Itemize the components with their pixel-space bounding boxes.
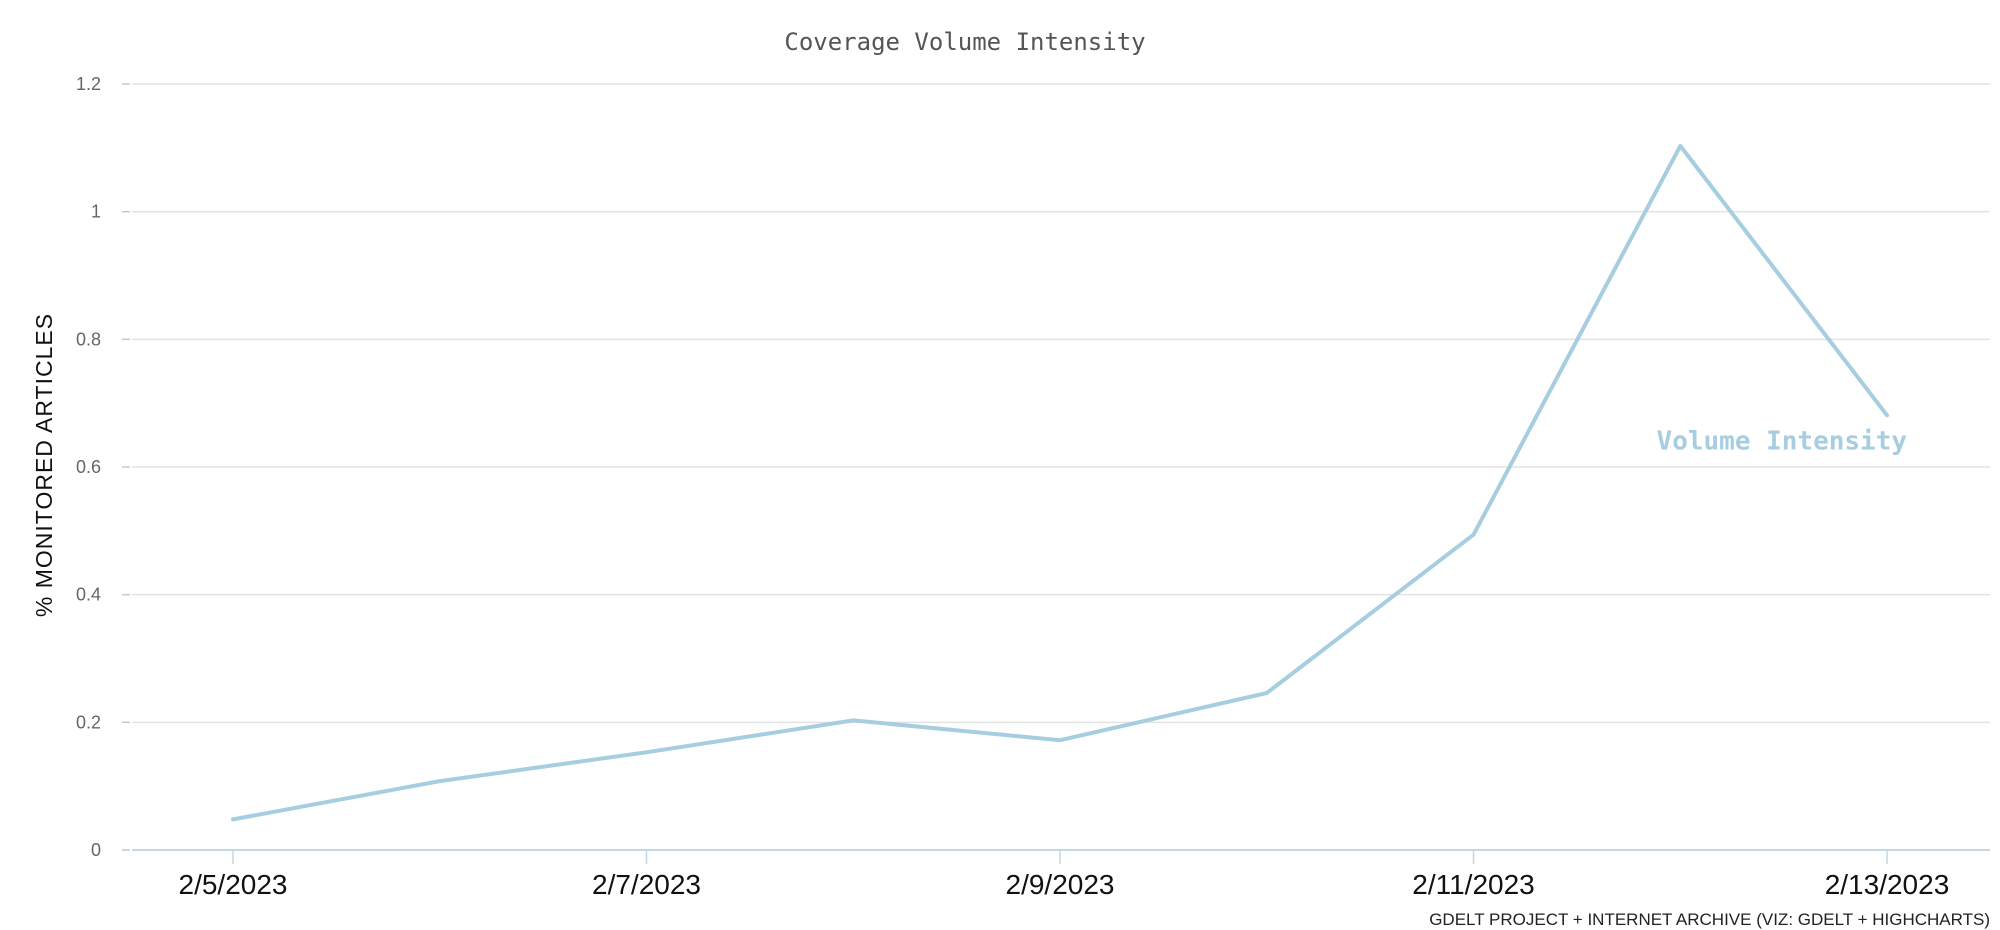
series-layer: Volume Intensity	[224, 137, 1907, 828]
y-axis-label: % MONITORED ARTICLES	[31, 313, 57, 617]
y-tick-label: 0.6	[76, 457, 101, 477]
y-tick-label: 0.2	[76, 712, 101, 732]
y-tick-label: 0.4	[76, 585, 101, 605]
x-tick-label: 2/13/2023	[1825, 869, 1950, 900]
data-point[interactable]	[1671, 137, 1689, 155]
x-tick-label: 2/7/2023	[592, 869, 701, 900]
gridlines	[132, 83, 1990, 724]
y-tick-label: 0.8	[76, 329, 101, 349]
y-tick-label: 1	[91, 202, 101, 222]
data-point[interactable]	[1258, 684, 1276, 702]
data-point[interactable]	[224, 810, 242, 828]
data-point[interactable]	[1051, 731, 1069, 749]
y-tick-label: 0	[91, 840, 101, 860]
data-point[interactable]	[431, 772, 449, 790]
x-tick-label: 2/5/2023	[179, 869, 288, 900]
series-line[interactable]	[231, 143, 1889, 822]
x-tick-label: 2/11/2023	[1412, 869, 1535, 900]
y-axis: 0 0.2 0.4 0.6 0.8 1 1.2	[76, 74, 130, 860]
data-point[interactable]	[1878, 406, 1896, 424]
data-point[interactable]	[1465, 526, 1483, 544]
chart-credits[interactable]: GDELT PROJECT + INTERNET ARCHIVE (VIZ: G…	[1429, 910, 1990, 929]
data-point[interactable]	[638, 743, 656, 761]
y-tick-label: 1.2	[76, 74, 101, 94]
series-label: Volume Intensity	[1657, 426, 1907, 456]
chart-title: Coverage Volume Intensity	[784, 28, 1145, 56]
x-axis: 2/5/2023 2/7/2023 2/9/2023 2/11/2023 2/13/20…	[132, 849, 1990, 900]
x-tick-label: 2/9/2023	[1006, 869, 1115, 900]
data-point[interactable]	[844, 711, 862, 729]
